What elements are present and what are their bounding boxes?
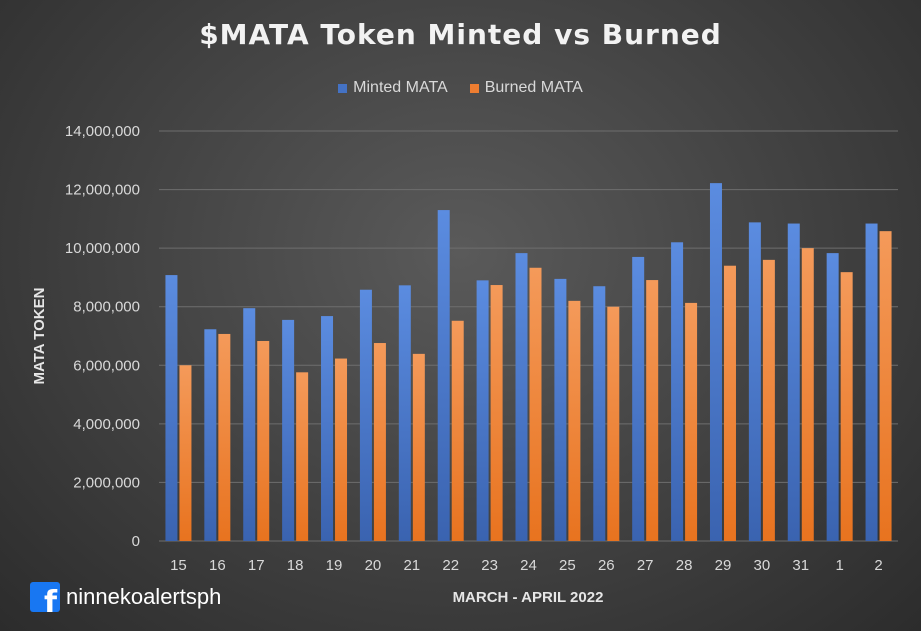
bar-minted [437,210,450,542]
bar-minted [398,285,411,541]
x-tick-label: 23 [481,557,498,574]
x-tick-label: 18 [287,557,304,574]
bar-minted [671,242,684,542]
bar-burned [762,259,775,541]
x-axis-tick-labels: 15 16 17 18 19 20 21 22 23 24 25 26 27 28 29 30 31 1 2 [170,557,883,574]
bar-minted [515,253,528,541]
x-axis-title: MARCH - APRIL 2022 [453,589,604,606]
x-tick-label: 2 [874,557,882,574]
chart-title: $MATA Token Minted vs Burned [199,18,722,51]
bar-minted [321,316,334,541]
bars [165,183,892,542]
bar-burned [607,306,620,541]
y-tick-label: 14,000,000 [65,123,140,140]
bar-burned [879,231,892,541]
x-tick-label: 19 [326,557,343,574]
bar-burned [723,265,736,541]
y-tick-label: 2,000,000 [73,474,140,491]
bar-minted [787,223,800,542]
x-tick-label: 21 [403,557,420,574]
bar-minted [476,280,489,541]
bar-burned [218,333,231,541]
facebook-credit: f ninnekoalertsph [30,582,221,612]
bar-burned [412,353,425,541]
bar-burned [296,372,309,541]
facebook-handle: ninnekoalertsph [66,584,222,609]
bar-minted [593,286,606,541]
y-tick-label: 6,000,000 [73,357,140,374]
bar-minted [748,222,761,541]
bar-burned [840,272,853,541]
bar-burned [801,248,814,541]
bar-burned [646,280,659,541]
bar-burned [451,320,464,541]
bar-burned [685,302,698,541]
bar-burned [529,267,542,541]
chart-legend: Minted MATA Burned MATA [0,79,921,97]
y-tick-label: 0 [132,533,140,550]
x-tick-label: 24 [520,557,537,574]
bar-minted [826,253,839,541]
legend-item-burned: Burned MATA [469,79,583,97]
x-tick-label: 16 [209,557,226,574]
bar-minted [282,319,295,541]
x-tick-label: 30 [754,557,771,574]
x-tick-label: 28 [676,557,693,574]
x-tick-label: 17 [248,557,265,574]
bar-burned [257,340,270,541]
x-tick-label: 31 [792,557,809,574]
y-tick-label: 8,000,000 [73,299,140,316]
legend-label-burned: Burned MATA [484,79,583,96]
y-axis-tick-labels: 0 2,000,000 4,000,000 6,000,000 8,000,000 10,… [65,123,140,550]
bar-minted [165,275,178,541]
legend-swatch-burned [469,83,479,93]
y-tick-label: 12,000,000 [65,182,140,199]
bar-minted [554,278,567,541]
x-tick-label: 15 [170,557,187,574]
bar-burned [179,365,192,541]
y-tick-label: 10,000,000 [65,240,140,257]
x-tick-label: 25 [559,557,576,574]
bar-burned [568,300,581,541]
x-tick-label: 27 [637,557,654,574]
x-tick-label: 1 [835,557,843,574]
grid-lines [159,130,898,542]
x-tick-label: 22 [442,557,459,574]
legend-swatch-minted [338,83,348,93]
bar-minted [709,183,722,541]
bar-minted [865,223,878,542]
bar-burned [490,285,503,541]
x-tick-label: 20 [365,557,382,574]
x-tick-label: 26 [598,557,615,574]
bar-burned [373,343,386,541]
bar-minted [632,256,645,541]
legend-item-minted: Minted MATA [338,79,448,97]
bar-minted [243,308,256,541]
y-tick-label: 4,000,000 [73,416,140,433]
bar-burned [335,358,348,541]
bar-minted [359,289,372,541]
x-tick-label: 29 [715,557,732,574]
facebook-icon: f [30,582,60,612]
bar-minted [204,329,217,541]
legend-label-minted: Minted MATA [353,79,448,96]
y-axis-title: MATA TOKEN [31,288,48,385]
